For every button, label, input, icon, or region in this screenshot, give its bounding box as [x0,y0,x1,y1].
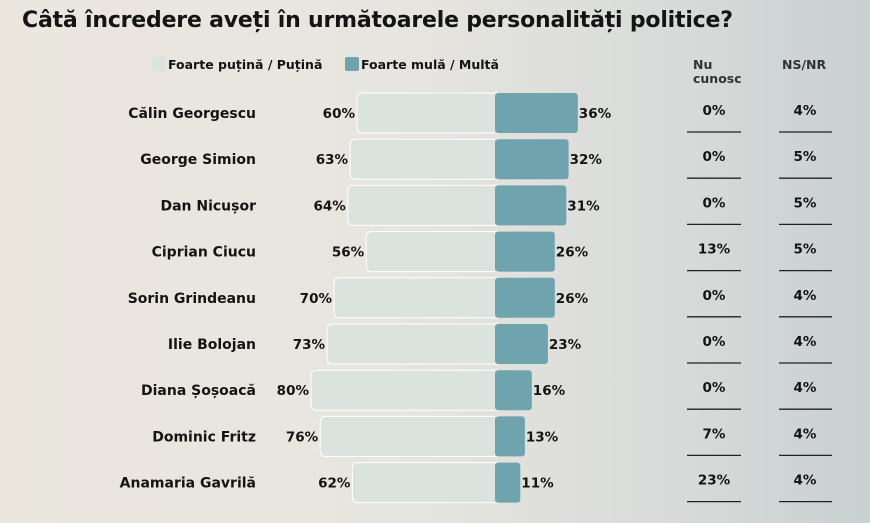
bar-high-trust [495,416,525,457]
legend-label-low-trust: Foarte puțină / Puțină [168,56,323,72]
data-label-low-trust: 64% [313,198,346,214]
category-label: Ciprian Ciucu [152,245,256,261]
value-ns-nr: 5% [794,149,817,165]
legend-item-low-trust: Foarte puțină / Puțină [152,56,322,72]
value-nu-cunosc: 23% [698,473,731,489]
category-label: Ilie Bolojan [168,337,256,353]
value-nu-cunosc: 0% [703,195,726,211]
column-header-ns-nr: NS/NR [782,57,827,72]
legend-item-high-trust: Foarte mulă / Multă [345,56,499,72]
value-nu-cunosc: 7% [703,426,726,442]
data-label-low-trust: 70% [300,291,333,307]
bar-high-trust [495,462,521,503]
data-label-high-trust: 36% [579,106,612,122]
bar-high-trust [495,231,555,272]
bar-high-trust [495,93,578,133]
category-label: Dan Nicușor [160,198,256,214]
bar-low-trust [365,231,502,273]
value-ns-nr: 5% [794,195,817,211]
bar-high-trust [495,324,548,364]
data-label-low-trust: 76% [286,429,319,445]
value-ns-nr: 4% [794,380,817,396]
value-nu-cunosc: 0% [703,288,726,304]
column-header-nu-cunosc: Nu cunosc [693,57,742,86]
bar-low-trust [310,369,502,411]
data-label-low-trust: 56% [332,245,365,261]
bar-low-trust [356,92,502,134]
category-label: George Simion [140,152,256,168]
bar-high-trust [495,277,555,318]
value-nu-cunosc: 0% [703,334,726,350]
category-label: Dominic Fritz [152,429,256,445]
bar-low-trust [333,277,502,319]
data-label-high-trust: 23% [549,337,582,353]
bar-low-trust [326,323,502,365]
category-label: Călin Georgescu [128,106,256,122]
data-label-low-trust: 73% [293,337,326,353]
value-ns-nr: 4% [794,426,817,442]
value-ns-nr: 4% [794,103,817,119]
data-label-high-trust: 16% [533,383,566,399]
bar-low-trust [349,138,502,180]
bar-high-trust [495,139,569,180]
value-nu-cunosc: 0% [703,380,726,396]
legend-swatch-low-trust [152,57,166,71]
category-label: Diana Șoșoacă [141,383,256,399]
value-nu-cunosc: 0% [703,149,726,165]
legend-label-high-trust: Foarte mulă / Multă [361,56,499,72]
data-label-high-trust: 26% [556,291,589,307]
value-ns-nr: 4% [794,334,817,350]
value-ns-nr: 4% [794,473,817,489]
category-label: Anamaria Gavrilă [120,476,256,492]
bar-low-trust [319,415,502,457]
data-label-high-trust: 13% [526,429,559,445]
chart-title: Câtă încredere aveți în următoarele pers… [22,8,733,33]
data-label-low-trust: 62% [318,476,351,492]
data-label-high-trust: 32% [570,152,603,168]
category-label: Sorin Grindeanu [128,291,256,307]
value-nu-cunosc: 0% [703,103,726,119]
data-label-low-trust: 80% [277,383,310,399]
bar-high-trust [495,370,532,411]
data-label-high-trust: 31% [567,198,600,214]
value-ns-nr: 5% [794,242,817,258]
value-ns-nr: 4% [794,288,817,304]
data-label-high-trust: 11% [521,476,554,492]
bar-low-trust [351,462,502,504]
data-label-high-trust: 26% [556,245,589,261]
bar-low-trust [347,184,502,226]
value-nu-cunosc: 13% [698,242,731,258]
data-label-low-trust: 63% [316,152,349,168]
data-label-low-trust: 60% [323,106,356,122]
legend-swatch-high-trust [345,57,359,71]
bar-high-trust [495,185,567,226]
